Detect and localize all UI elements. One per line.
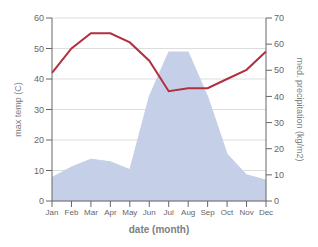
svg-text:Oct: Oct xyxy=(221,208,234,217)
svg-text:60: 60 xyxy=(274,39,284,49)
svg-text:30: 30 xyxy=(34,105,44,115)
svg-text:Sep: Sep xyxy=(201,208,216,217)
svg-text:Nov: Nov xyxy=(239,208,253,217)
svg-text:med. precipitation (kg/m2): med. precipitation (kg/m2) xyxy=(295,57,305,161)
svg-text:30: 30 xyxy=(274,118,284,128)
svg-text:40: 40 xyxy=(274,92,284,102)
svg-text:40: 40 xyxy=(34,74,44,84)
svg-text:Jan: Jan xyxy=(46,208,59,217)
svg-text:Mar: Mar xyxy=(84,208,98,217)
svg-text:50: 50 xyxy=(34,44,44,54)
svg-text:max temp (C): max temp (C) xyxy=(13,82,23,137)
svg-text:70: 70 xyxy=(274,13,284,23)
svg-text:Apr: Apr xyxy=(104,208,117,217)
svg-text:May: May xyxy=(122,208,137,217)
svg-text:Dec: Dec xyxy=(259,208,273,217)
svg-text:20: 20 xyxy=(34,135,44,145)
svg-text:20: 20 xyxy=(274,144,284,154)
svg-text:0: 0 xyxy=(39,196,44,206)
svg-text:0: 0 xyxy=(274,196,279,206)
svg-text:date (month): date (month) xyxy=(129,224,190,235)
svg-text:Jul: Jul xyxy=(164,208,174,217)
svg-text:10: 10 xyxy=(274,170,284,180)
svg-text:Aug: Aug xyxy=(181,208,195,217)
svg-text:60: 60 xyxy=(34,13,44,23)
svg-text:10: 10 xyxy=(34,166,44,176)
svg-text:50: 50 xyxy=(274,65,284,75)
svg-text:Feb: Feb xyxy=(65,208,79,217)
svg-text:Jun: Jun xyxy=(143,208,156,217)
